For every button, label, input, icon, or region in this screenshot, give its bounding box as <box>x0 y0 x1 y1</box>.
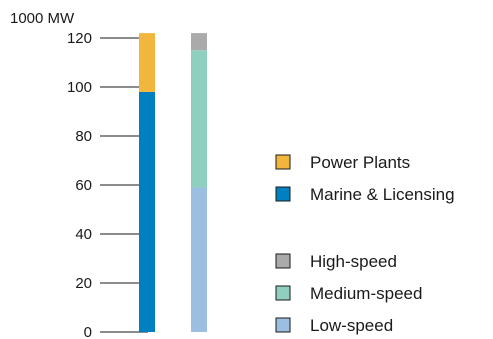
legend-label: High-speed <box>310 252 397 271</box>
legend: Power Plants Marine & Licensing High-speed… <box>275 153 455 335</box>
bar-1-segment-2 <box>139 33 155 92</box>
legend-label: Power Plants <box>310 153 410 172</box>
y-axis: 0 20 40 60 80 100 120 <box>67 30 148 339</box>
y-tick-label: 100 <box>67 79 92 96</box>
y-tick-label: 40 <box>75 226 92 243</box>
y-tick-label: 80 <box>75 128 92 145</box>
bar-2-segment-3 <box>191 33 207 51</box>
legend-swatch <box>275 154 291 170</box>
y-tick-label: 20 <box>75 275 92 292</box>
legend-swatch <box>275 317 291 333</box>
bars <box>139 33 207 333</box>
legend-swatch <box>275 186 291 202</box>
y-tick-label: 60 <box>75 177 92 194</box>
bar-1-segment-1 <box>139 91 155 333</box>
bar-2-segment-1 <box>191 187 207 332</box>
legend-swatch <box>275 253 291 269</box>
y-tick-label: 120 <box>67 30 92 47</box>
y-tick-label: 0 <box>84 324 92 339</box>
bar-2-segment-2 <box>191 50 207 188</box>
legend-swatch <box>275 285 291 301</box>
legend-label: Medium-speed <box>310 284 422 303</box>
legend-label: Marine & Licensing <box>310 185 455 204</box>
y-axis-unit-label: 1000 MW <box>10 10 75 27</box>
legend-label: Low-speed <box>310 316 393 335</box>
